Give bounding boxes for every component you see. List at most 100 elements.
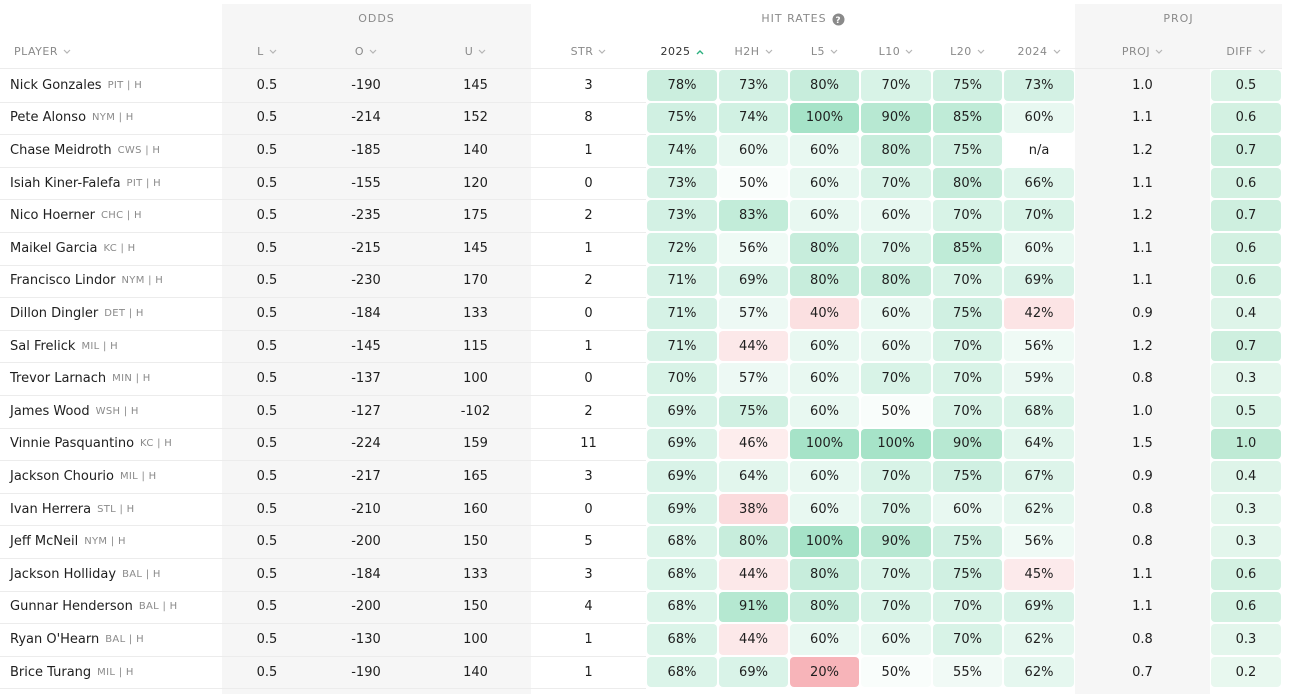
- help-icon[interactable]: ?: [832, 13, 845, 26]
- table-cell: 2: [584, 403, 593, 419]
- player-name[interactable]: Gunnar Henderson: [10, 599, 133, 615]
- heat-cell: 71%: [647, 298, 717, 329]
- table-cell: 5: [584, 534, 593, 550]
- player-cell: Dillon Dingler DET | H: [10, 297, 222, 330]
- team-label: NYM | H: [84, 536, 126, 548]
- player-name[interactable]: Francisco Lindor: [10, 273, 116, 289]
- player-name[interactable]: Isiah Kiner-Falefa: [10, 175, 121, 191]
- heat-cell: 73%: [647, 200, 717, 231]
- player-name[interactable]: Ivan Herrera: [10, 501, 92, 517]
- player-name[interactable]: Dillon Dingler: [10, 305, 99, 321]
- player-name[interactable]: Jackson Chourio: [10, 468, 114, 484]
- player-name[interactable]: Sal Frelick: [10, 338, 76, 354]
- player-name[interactable]: Brice Turang: [10, 664, 92, 680]
- heat-cell: 60%: [790, 363, 859, 394]
- column-header[interactable]: L: [222, 36, 312, 68]
- column-label: DIFF: [1226, 45, 1253, 58]
- heat-cell: 60%: [1004, 233, 1074, 264]
- column-header[interactable]: L20: [932, 36, 1003, 68]
- heat-cell: 0.6: [1211, 167, 1281, 199]
- row-separator: [0, 460, 646, 462]
- column-label: L20: [950, 45, 972, 58]
- table-cell: 1.5: [1132, 436, 1153, 452]
- sort-icon: [598, 49, 606, 54]
- heat-cell: 70%: [933, 624, 1002, 655]
- table-cell: 0.5: [256, 599, 278, 615]
- table-cell: 0.9: [1132, 305, 1153, 321]
- column-header[interactable]: STR: [531, 36, 646, 68]
- table-cell: 0.8: [1132, 371, 1153, 387]
- table-cell: -200: [351, 534, 381, 550]
- table-cell: 0.5: [256, 208, 278, 224]
- sort-icon: [977, 49, 985, 54]
- player-cell: Sal Frelick MIL | H: [10, 330, 222, 363]
- player-name[interactable]: Pete Alonso: [10, 110, 87, 126]
- table-cell: 0.5: [256, 631, 278, 647]
- table-cell: 0.5: [256, 240, 278, 256]
- column-header[interactable]: DIFF: [1210, 36, 1282, 68]
- heat-cell: 80%: [861, 265, 931, 297]
- player-name[interactable]: Ryan O'Hearn: [10, 631, 100, 647]
- heat-cell: 69%: [647, 428, 717, 460]
- column-label: PLAYER: [14, 45, 58, 58]
- table-cell: -184: [351, 566, 381, 582]
- heat-cell: 68%: [647, 656, 717, 688]
- sort-icon: [269, 49, 277, 54]
- heat-cell: 70%: [933, 363, 1002, 394]
- player-name[interactable]: Maikel Garcia: [10, 240, 98, 256]
- player-name[interactable]: Jackson Holliday: [10, 566, 117, 582]
- column-header[interactable]: 2024: [1003, 36, 1075, 68]
- table-cell: 1.1: [1132, 273, 1153, 289]
- column-header[interactable]: O: [312, 36, 420, 68]
- table-cell: 1.1: [1132, 175, 1153, 191]
- table-cell: 0.5: [256, 664, 278, 680]
- odds-band: [222, 4, 531, 694]
- heat-cell: 69%: [647, 396, 717, 427]
- heat-cell: 70%: [647, 363, 717, 394]
- heat-cell: 60%: [719, 135, 788, 166]
- table-cell: 175: [463, 208, 488, 224]
- column-header[interactable]: H2H: [718, 36, 789, 68]
- heat-cell: 83%: [719, 200, 788, 231]
- table-cell: 11: [580, 436, 597, 452]
- table-cell: -214: [351, 110, 381, 126]
- table-cell: 1.0: [1132, 403, 1153, 419]
- heat-cell: 45%: [1004, 559, 1074, 590]
- player-name[interactable]: Vinnie Pasquantino: [10, 436, 135, 452]
- player-name[interactable]: James Wood: [10, 403, 90, 419]
- column-header[interactable]: U: [420, 36, 531, 68]
- row-separator: [0, 655, 646, 657]
- player-name[interactable]: Chase Meidroth: [10, 142, 112, 158]
- player-name[interactable]: Trevor Larnach: [10, 371, 107, 387]
- heat-cell: 60%: [790, 493, 859, 525]
- row-separator: [0, 101, 646, 103]
- heat-cell: 0.3: [1211, 624, 1281, 655]
- player-cell: Pete Alonso NYM | H: [10, 102, 222, 135]
- column-header[interactable]: PROJ: [1075, 36, 1210, 68]
- heat-cell: 80%: [933, 167, 1002, 199]
- table-cell: 0.8: [1132, 631, 1153, 647]
- heat-cell: 69%: [647, 461, 717, 492]
- table-cell: -210: [351, 501, 381, 517]
- column-label: STR: [570, 45, 594, 58]
- heat-cell: 0.2: [1211, 656, 1281, 688]
- player-name[interactable]: Nico Hoerner: [10, 208, 95, 224]
- table-cell: 133: [463, 566, 488, 582]
- player-name[interactable]: Jeff McNeil: [10, 534, 79, 550]
- team-label: KC | H: [140, 438, 173, 450]
- heat-cell: 68%: [647, 526, 717, 557]
- heat-cell: 75%: [933, 461, 1002, 492]
- heat-cell: 73%: [1004, 70, 1074, 101]
- player-cell: Ryan O'Hearn BAL | H: [10, 623, 222, 656]
- column-header[interactable]: 2025: [646, 36, 718, 68]
- player-name[interactable]: Nick Gonzales: [10, 77, 102, 93]
- column-header[interactable]: L10: [860, 36, 932, 68]
- heat-cell: 64%: [1004, 428, 1074, 460]
- table-cell: -185: [351, 142, 381, 158]
- column-header[interactable]: L5: [789, 36, 860, 68]
- column-header[interactable]: PLAYER: [14, 36, 222, 68]
- sort-icon: [1155, 49, 1163, 54]
- heat-cell: 70%: [861, 70, 931, 101]
- table-cell: 0.5: [256, 338, 278, 354]
- heat-cell: 56%: [1004, 526, 1074, 557]
